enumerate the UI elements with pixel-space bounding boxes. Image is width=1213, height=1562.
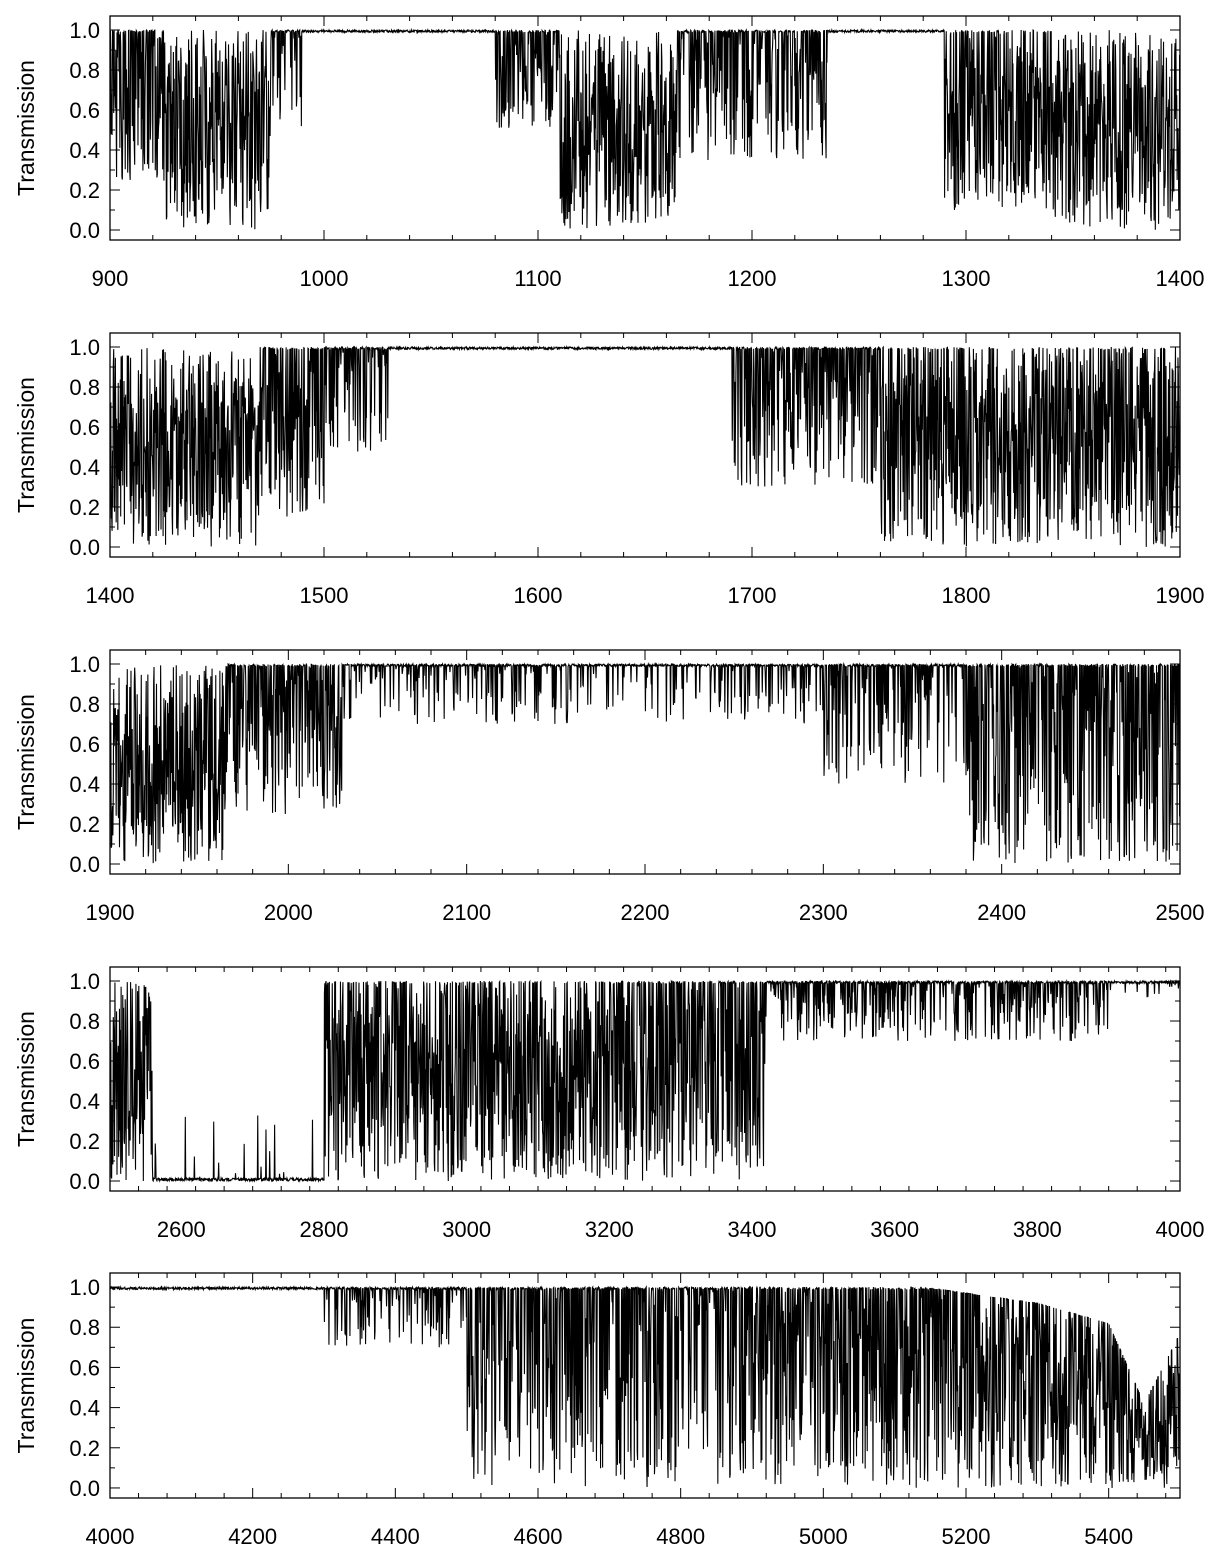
x-tick-label: 2200 (621, 900, 670, 925)
panel-2: 1400 1500 1600 1700 1800 1900 0.0 0.2 0.4 0.6 0.8 1… (0, 317, 1213, 632)
x-tick-label: 2800 (300, 1217, 349, 1242)
x-tick-label: 4400 (371, 1524, 420, 1549)
transmission-series (110, 27, 1180, 230)
y-tick-label: 0.6 (69, 732, 100, 757)
x-tick-label: 4800 (656, 1524, 705, 1549)
x-tick-label: 4200 (228, 1524, 277, 1549)
y-tick-label: 0.4 (69, 1396, 100, 1421)
y-tick-label: 0.0 (69, 852, 100, 877)
y-axis-label: Transmission (13, 1318, 39, 1454)
x-tick-label: 3600 (870, 1217, 919, 1242)
plot-frame (109, 332, 1181, 558)
y-tick-label: 0.4 (69, 455, 100, 480)
panel-3-chart: 1900 2000 2100 2200 2300 2400 2500 0.0 0.2 0.4 0.6… (13, 649, 1205, 925)
panel-4-chart: 2600 2800 3000 3200 3400 3600 3800 4000 0.0 0.2 0.… (13, 966, 1205, 1242)
y-tick-label: 0.8 (69, 1315, 100, 1340)
x-tick-label: 2600 (157, 1217, 206, 1242)
y-axis-label: Transmission (13, 1011, 39, 1147)
y-tick-label: 0.0 (69, 1169, 100, 1194)
x-tick-label: 1800 (942, 583, 991, 608)
y-tick-label: 0.6 (69, 1049, 100, 1074)
panel-4: 2600 2800 3000 3200 3400 3600 3800 4000 0.0 0.2 0.… (0, 951, 1213, 1266)
x-tick-label: 1500 (300, 583, 349, 608)
x-tick-label: 4000 (86, 1524, 135, 1549)
panel-5: 4000 4200 4400 4600 4800 5000 5200 5400 0.0 0.2 0.… (0, 1268, 1213, 1562)
panel-1-chart: 900 1000 1100 1200 1300 1400 0.0 0.2 0.4 0.6 0.8 1.… (13, 15, 1205, 291)
x-tick-label: 3800 (1013, 1217, 1062, 1242)
panel-1: 900 1000 1100 1200 1300 1400 0.0 0.2 0.4 0.6 0.8 1.… (0, 0, 1213, 315)
x-tick-label: 1300 (942, 266, 991, 291)
x-tick-label: 4600 (514, 1524, 563, 1549)
y-tick-label: 0.6 (69, 1355, 100, 1380)
y-tick-label: 0.8 (69, 58, 100, 83)
y-tick-label: 1.0 (69, 1275, 100, 1300)
y-tick-label: 0.6 (69, 415, 100, 440)
x-tick-label: 5200 (942, 1524, 991, 1549)
transmission-series (110, 978, 1180, 1183)
x-tick-label: 2000 (264, 900, 313, 925)
panel-3: 1900 2000 2100 2200 2300 2400 2500 0.0 0.2 0.4 0.6… (0, 634, 1213, 949)
y-tick-label: 0.4 (69, 1089, 100, 1114)
y-tick-label: 0.2 (69, 178, 100, 203)
y-tick-label: 0.8 (69, 375, 100, 400)
y-tick-label: 0.2 (69, 812, 100, 837)
x-tick-label: 2100 (442, 900, 491, 925)
x-tick-label: 1900 (1156, 583, 1205, 608)
x-tick-label: 3000 (442, 1217, 491, 1242)
x-tick-label: 3400 (728, 1217, 777, 1242)
x-tick-label: 4000 (1156, 1217, 1205, 1242)
y-tick-label: 1.0 (69, 652, 100, 677)
transmission-series (110, 1284, 1180, 1488)
y-tick-label: 1.0 (69, 969, 100, 994)
x-tick-label: 1400 (86, 583, 135, 608)
y-tick-label: 0.8 (69, 692, 100, 717)
x-tick-label: 1000 (300, 266, 349, 291)
y-tick-label: 0.2 (69, 1129, 100, 1154)
x-tick-label: 5400 (1084, 1524, 1133, 1549)
panel-2-chart: 1400 1500 1600 1700 1800 1900 0.0 0.2 0.4 0.6 0.8 1… (13, 332, 1205, 608)
y-tick-label: 0.2 (69, 495, 100, 520)
y-tick-label: 0.4 (69, 138, 100, 163)
y-tick-label: 1.0 (69, 335, 100, 360)
y-tick-label: 0.0 (69, 218, 100, 243)
y-tick-label: 0.4 (69, 772, 100, 797)
x-tick-label: 2500 (1156, 900, 1205, 925)
x-tick-label: 3200 (585, 1217, 634, 1242)
y-tick-label: 0.0 (69, 535, 100, 560)
y-tick-label: 0.6 (69, 98, 100, 123)
x-tick-label: 2400 (977, 900, 1026, 925)
transmission-series (110, 661, 1180, 864)
plot-frame (109, 1272, 1181, 1499)
y-tick-label: 0.0 (69, 1476, 100, 1501)
y-tick-label: 1.0 (69, 18, 100, 43)
x-tick-label: 1200 (728, 266, 777, 291)
x-tick-label: 1900 (86, 900, 135, 925)
y-axis-label: Transmission (13, 694, 39, 830)
x-tick-label: 1700 (728, 583, 777, 608)
x-tick-label: 1600 (514, 583, 563, 608)
plot-frame (109, 15, 1181, 241)
x-tick-label: 1100 (514, 266, 561, 291)
plot-frame (109, 966, 1181, 1192)
x-tick-label: 1400 (1156, 266, 1205, 291)
panel-5-chart: 4000 4200 4400 4600 4800 5000 5200 5400 0.0 0.2 0.… (13, 1272, 1181, 1549)
y-tick-label: 0.8 (69, 1009, 100, 1034)
y-axis-label: Transmission (13, 377, 39, 513)
x-tick-label: 5000 (799, 1524, 848, 1549)
transmission-series (110, 344, 1180, 547)
x-tick-label: 900 (92, 266, 129, 291)
y-axis-label: Transmission (13, 60, 39, 196)
y-tick-label: 0.2 (69, 1436, 100, 1461)
x-tick-label: 2300 (799, 900, 848, 925)
